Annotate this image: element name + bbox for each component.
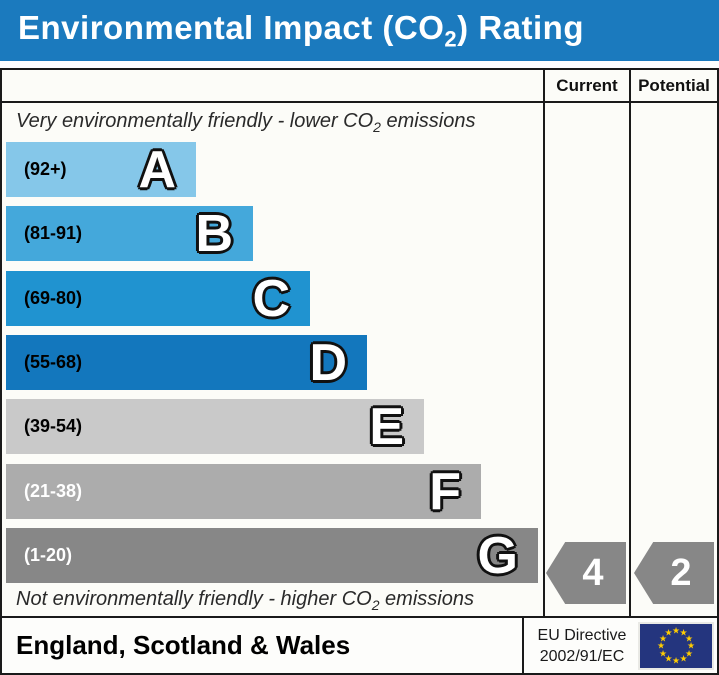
eu-star-icon: ★ bbox=[658, 633, 668, 643]
caption-bottom-text: Not environmentally friendly - higher CO bbox=[16, 588, 372, 610]
rating-band: (92+) A bbox=[6, 142, 196, 197]
eu-star-icon: ★ bbox=[671, 625, 681, 636]
column-divider-potential bbox=[629, 70, 631, 616]
band-letter: C bbox=[252, 270, 290, 328]
band-range-label: (69-80) bbox=[24, 288, 83, 308]
rating-bands: (92+) A (81-91) B (69-80) C (55-68) D (3… bbox=[2, 70, 543, 616]
page-title: Environmental Impact (CO2) Rating bbox=[0, 9, 584, 53]
eu-star-icon: ★ bbox=[684, 648, 694, 658]
title-bar: Environmental Impact (CO2) Rating bbox=[0, 0, 719, 61]
band-range-label: (55-68) bbox=[24, 352, 83, 372]
band-range-label: (39-54) bbox=[24, 416, 83, 436]
band-letter: A bbox=[138, 141, 176, 199]
eu-directive-line1: EU Directive bbox=[537, 626, 627, 644]
footer: England, Scotland & Wales EU Directive 2… bbox=[0, 618, 719, 675]
potential-rating-value: 2 bbox=[670, 551, 692, 594]
eu-star-icon: ★ bbox=[684, 633, 694, 643]
rating-table: Current Potential Very environmentally f… bbox=[0, 68, 719, 618]
potential-rating-arrow: 2 bbox=[634, 542, 714, 604]
region-label: England, Scotland & Wales bbox=[16, 630, 351, 660]
caption-top-text: Very environmentally friendly - lower CO bbox=[16, 110, 374, 132]
title-suffix: ) Rating bbox=[457, 8, 584, 46]
caption-top-subscript: 2 bbox=[373, 119, 381, 135]
caption-bottom-subscript: 2 bbox=[371, 597, 380, 613]
band-range-label: (92+) bbox=[24, 159, 67, 179]
band-letter: G bbox=[477, 527, 518, 585]
rating-band: (55-68) D bbox=[6, 335, 367, 390]
eu-star-icon: ★ bbox=[664, 627, 673, 638]
rating-band: (1-20) G bbox=[6, 528, 538, 583]
eu-star-icon: ★ bbox=[679, 627, 688, 638]
eu-star-icon: ★ bbox=[686, 640, 696, 651]
column-divider-current bbox=[543, 70, 545, 616]
band-letter: B bbox=[195, 205, 233, 263]
rating-band: (69-80) C bbox=[6, 271, 310, 326]
rating-band: (21-38) F bbox=[6, 464, 481, 519]
eu-star-icon: ★ bbox=[679, 653, 688, 664]
eu-directive-line2: 2002/91/EC bbox=[539, 647, 625, 665]
current-rating-arrow: 4 bbox=[546, 542, 626, 604]
eu-star-icon: ★ bbox=[658, 648, 668, 658]
column-header-potential: Potential bbox=[638, 75, 710, 95]
eu-star-icon: ★ bbox=[664, 653, 673, 664]
caption-bottom-suffix: emissions bbox=[379, 588, 474, 610]
title-prefix: Environmental Impact (CO bbox=[18, 8, 445, 46]
caption-not-friendly: Not environmentally friendly - higher CO… bbox=[16, 588, 474, 613]
band-letter: D bbox=[309, 334, 347, 392]
band-letter: F bbox=[429, 463, 461, 521]
table-header-row: Current Potential bbox=[2, 70, 717, 103]
eu-flag-icon: ★ ★ ★ ★ ★ ★ ★ ★ ★ ★ ★ ★ bbox=[638, 622, 714, 670]
band-range-label: (1-20) bbox=[24, 545, 73, 565]
caption-top-suffix: emissions bbox=[380, 110, 476, 132]
rating-band: (39-54) E bbox=[6, 399, 424, 454]
band-letter: E bbox=[369, 398, 404, 456]
eu-directive-label: EU Directive 2002/91/EC bbox=[528, 618, 636, 673]
title-subscript: 2 bbox=[444, 26, 458, 52]
current-rating-value: 4 bbox=[582, 551, 604, 594]
band-range-label: (21-38) bbox=[24, 481, 83, 501]
column-header-current: Current bbox=[556, 75, 618, 95]
footer-divider bbox=[522, 618, 524, 673]
eu-star-icon: ★ bbox=[671, 655, 681, 666]
rating-band: (81-91) B bbox=[6, 206, 253, 261]
caption-very-friendly: Very environmentally friendly - lower CO… bbox=[16, 110, 475, 135]
eu-star-icon: ★ bbox=[656, 640, 666, 651]
band-range-label: (81-91) bbox=[24, 223, 83, 243]
